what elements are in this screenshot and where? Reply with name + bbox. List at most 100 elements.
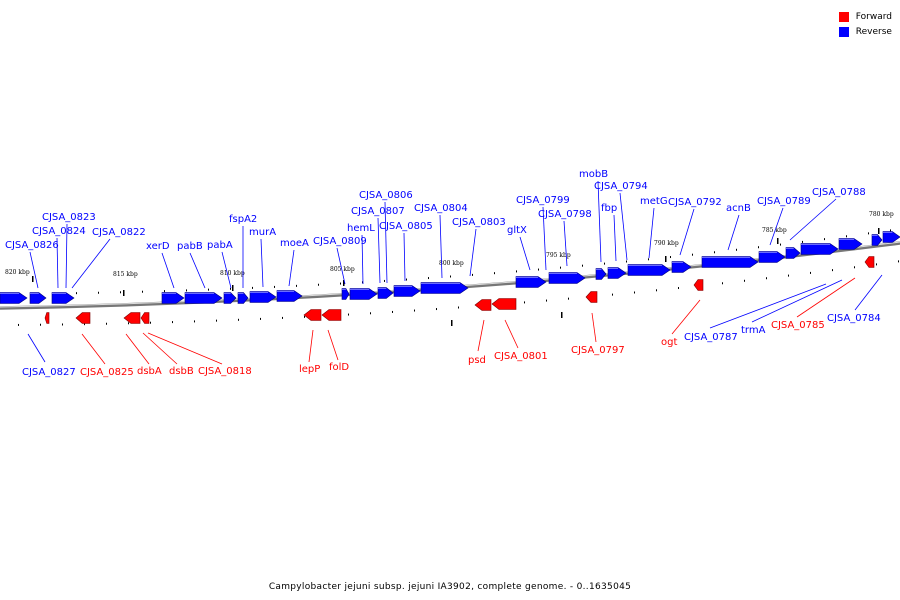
reverse-gene-arrow (161, 292, 185, 304)
minor-tick (296, 284, 297, 287)
minor-tick (868, 232, 869, 235)
gene-label: CJSA_0824 (32, 226, 86, 237)
label-leader-line (377, 217, 381, 284)
reverse-gene-arrow (29, 292, 47, 304)
minor-tick (304, 315, 305, 318)
minor-ticks (10, 228, 899, 326)
label-leader-line (619, 192, 628, 261)
label-leader-line (221, 251, 232, 289)
scale-tick-label: 780 kbp (869, 211, 894, 218)
gene-label: hemL (347, 223, 375, 234)
gene-label: CJSA_0826 (5, 240, 59, 251)
gene-label: CJSA_0784 (827, 313, 881, 324)
reverse-gene-arrow (393, 285, 421, 297)
gene-label: psd (468, 355, 486, 366)
label-leader-line (769, 207, 784, 246)
label-leader-line (147, 332, 223, 365)
scale-tick-label: 800 kbp (439, 260, 464, 267)
reverse-gene-arrow (548, 272, 586, 284)
reverse-gene-arrow (607, 267, 627, 279)
reverse-gene-arrow (838, 238, 863, 250)
label-leader-line (327, 329, 339, 361)
minor-tick (744, 279, 745, 282)
reverse-gene-arrow (249, 291, 277, 303)
forward-gene-arrow (75, 312, 91, 324)
major-tick (878, 228, 880, 234)
gene-label: fbp (601, 203, 617, 214)
label-leader-line (477, 319, 485, 352)
minor-tick (898, 260, 899, 263)
gene-label: CJSA_0792 (668, 197, 722, 208)
reverse-gene-arrow (701, 256, 759, 268)
forward-gene-arrow (585, 291, 598, 303)
reverse-gene-arrow (800, 243, 839, 255)
reverse-gene-arrow (671, 261, 692, 273)
label-leader-line (56, 237, 59, 289)
reverse-gene-arrow (420, 282, 469, 294)
scale-ticks: 820 kbp 815 kbp 810 kbp 805 kbp 800 kbp … (5, 211, 894, 278)
minor-tick (76, 292, 77, 295)
minor-tick (282, 316, 283, 319)
gene-label: xerD (146, 241, 170, 252)
major-tick (665, 256, 667, 262)
minor-tick (274, 285, 275, 288)
minor-tick (876, 263, 877, 266)
reverse-gene-arrow (785, 247, 801, 259)
minor-tick (208, 288, 209, 291)
gene-label: pabA (207, 240, 233, 251)
minor-tick (516, 270, 517, 273)
scale-tick-label: 820 kbp (5, 269, 30, 276)
reverse-gene-arrow (882, 231, 900, 243)
label-leader-line (751, 279, 843, 323)
minor-tick (568, 297, 569, 300)
forward-gene-arrow (864, 256, 875, 268)
minor-tick (846, 235, 847, 238)
reverse-gene-arrow (0, 292, 28, 304)
minor-tick (824, 238, 825, 241)
minor-tick (692, 253, 693, 256)
reverse-gene-arrow (871, 234, 883, 246)
minor-tick (634, 291, 635, 294)
minor-tick (18, 323, 19, 326)
gene-label: CJSA_0804 (414, 203, 468, 214)
label-leader-line (384, 201, 388, 284)
minor-tick (582, 264, 583, 267)
gene-label: metG (640, 196, 668, 207)
minor-tick (494, 272, 495, 275)
minor-tick (648, 258, 649, 261)
label-leader-line (709, 283, 827, 329)
gene-label: fspA2 (229, 214, 257, 225)
minor-tick (802, 240, 803, 243)
label-leader-line (288, 249, 295, 287)
major-tick (123, 290, 125, 296)
minor-tick (238, 318, 239, 321)
label-leader-line (789, 198, 837, 241)
label-leader-line (613, 214, 617, 262)
major-tick (232, 285, 234, 291)
minor-tick (890, 229, 891, 232)
forward-gene-arrow (140, 312, 150, 324)
label-leader-line (29, 251, 39, 289)
minor-tick (722, 282, 723, 285)
forward-gene-track (44, 256, 875, 324)
label-leader-line (189, 252, 206, 289)
minor-tick (546, 299, 547, 302)
label-leader-line (563, 220, 568, 267)
forward-gene-arrow (123, 312, 141, 324)
label-leader-line (27, 333, 46, 363)
major-tick (32, 276, 34, 282)
label-leader-line (796, 277, 856, 318)
genome-caption: Campylobacter jejuni subsp. jejuni IA390… (268, 582, 632, 592)
label-leader-line (260, 238, 264, 288)
minor-tick (766, 277, 767, 280)
minor-tick (414, 309, 415, 312)
gene-label: CJSA_0794 (594, 181, 648, 192)
forward-gene-arrow (693, 279, 704, 291)
label-leader-line (71, 238, 111, 289)
label-leader-line (161, 252, 175, 289)
label-leader-line (648, 207, 655, 259)
gene-label: acnB (726, 203, 751, 214)
forward-gene-arrow (491, 298, 517, 310)
minor-tick (472, 273, 473, 276)
